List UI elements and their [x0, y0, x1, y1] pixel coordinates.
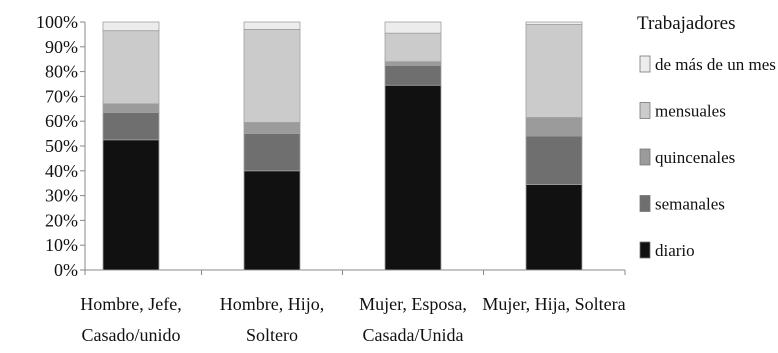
bar-segment-de-más-de-un-mes	[102, 21, 160, 32]
legend-swatch	[639, 102, 651, 119]
bar-segment-mensuales	[384, 32, 442, 63]
legend-label: quincenales	[655, 148, 735, 167]
bar-segment-semanales	[102, 112, 160, 141]
category-label: Casada/Unida	[363, 325, 464, 345]
bar-segment-mensuales	[243, 29, 301, 123]
category-label: Soltero	[246, 325, 298, 345]
category-label: Casado/unido	[82, 325, 181, 345]
legend: Trabajadores de más de un mes mensuales qu…	[637, 13, 776, 260]
bar-segment-de-más-de-un-mes	[243, 21, 301, 30]
bar-segment-mensuales	[102, 30, 160, 105]
y-tick-label: 70%	[45, 86, 78, 106]
bar-segment-semanales	[243, 133, 301, 172]
bars	[102, 21, 583, 271]
bar-segment-quincenales	[384, 61, 442, 66]
y-tick-label: 50%	[45, 136, 78, 156]
bar-segment-diario	[525, 184, 583, 271]
bar-segment-mensuales	[525, 24, 583, 118]
y-tick-label: 30%	[45, 186, 78, 206]
legend-label: de más de un mes	[655, 55, 776, 74]
legend-title: Trabajadores	[637, 13, 736, 34]
y-tick-label: 20%	[45, 210, 78, 230]
category-label: Hombre, Jefe,	[80, 294, 181, 314]
legend-label: semanales	[655, 195, 725, 214]
bar-segment-de-más-de-un-mes	[384, 21, 442, 34]
category-label: Mujer, Hija, Soltera	[482, 294, 625, 314]
legend-label: diario	[655, 241, 695, 260]
y-tick-label: 90%	[45, 37, 78, 57]
y-tick-label: 80%	[45, 62, 78, 82]
category-label: Hombre, Hijo,	[220, 294, 324, 314]
bar-segment-de-más-de-un-mes	[525, 21, 583, 25]
legend-swatch	[639, 148, 651, 166]
legend-swatch	[639, 55, 651, 73]
legend-swatch	[639, 195, 651, 212]
category-label: Mujer, Esposa,	[359, 294, 467, 314]
bar-segment-semanales	[525, 135, 583, 185]
axes: 0% 10% 20% 30% 40% 50% 60% 70% 80% 90% 100%	[36, 12, 626, 280]
bar-segment-diario	[102, 139, 160, 271]
legend-swatch	[639, 241, 651, 259]
y-tick-label: 60%	[45, 111, 78, 131]
bar-segment-diario	[384, 84, 442, 271]
bar-segment-semanales	[384, 65, 442, 86]
bar-segment-quincenales	[243, 122, 301, 135]
bar-segment-quincenales	[525, 117, 583, 137]
legend-label: mensuales	[655, 102, 726, 121]
category-labels: Hombre, Jefe, Casado/unido Hombre, Hijo, So…	[80, 294, 625, 345]
y-tick-label: 40%	[45, 161, 78, 181]
bar-segment-quincenales	[102, 103, 160, 113]
y-tick-label: 100%	[36, 12, 78, 32]
y-tick-label: 0%	[54, 260, 78, 280]
y-tick-label: 10%	[45, 235, 78, 255]
bar-segment-diario	[243, 170, 301, 271]
